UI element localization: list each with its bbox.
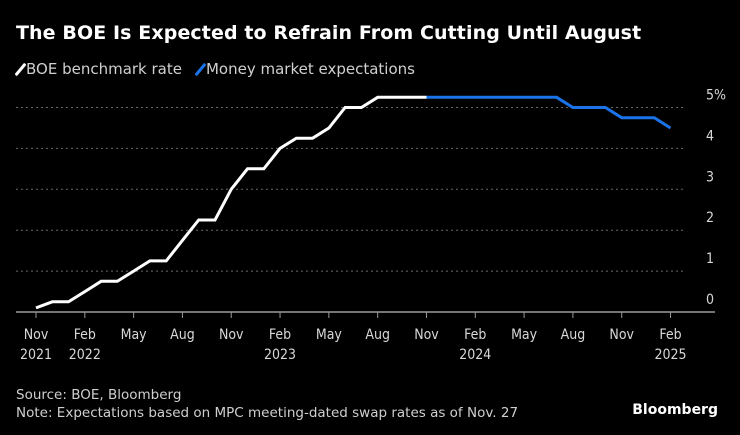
x-tick-month: Feb xyxy=(659,327,681,343)
x-tick-month: May xyxy=(511,327,538,343)
x-tick-year: 2023 xyxy=(264,347,296,363)
series-line-expectations xyxy=(426,95,672,130)
y-tick-label: 3 xyxy=(706,169,714,185)
source-note: Source: BOE, Bloomberg xyxy=(16,387,182,403)
y-tick-label: 5% xyxy=(706,88,726,104)
footer: Source: BOE, Bloomberg Note: Expectation… xyxy=(16,386,518,422)
methodology-note: Note: Expectations based on MPC meeting-… xyxy=(16,405,519,421)
y-tick-label: 2 xyxy=(706,210,714,226)
legend-label: BOE benchmark rate xyxy=(26,60,182,78)
x-tick-month: Nov xyxy=(414,327,439,343)
x-tick-year: 2024 xyxy=(459,347,491,363)
x-tick-month: May xyxy=(121,327,148,343)
x-tick-month: Nov xyxy=(24,327,49,343)
y-tick-label: 0 xyxy=(706,292,714,308)
x-tick-month: Feb xyxy=(269,327,291,343)
x-tick-month: Aug xyxy=(561,327,586,343)
bloomberg-logo: Bloomberg xyxy=(632,402,718,418)
y-tick-label: 4 xyxy=(706,128,714,144)
x-tick-year: 2022 xyxy=(69,347,101,363)
chart-title: The BOE Is Expected to Refrain From Cutt… xyxy=(16,22,642,44)
x-tick-month: Feb xyxy=(74,327,96,343)
x-tick-year: 2025 xyxy=(655,347,687,363)
x-tick-month: Aug xyxy=(365,327,390,343)
x-tick-month: Aug xyxy=(170,327,195,343)
series-line-boe-rate xyxy=(35,95,427,310)
x-tick-month: May xyxy=(316,327,343,343)
x-tick-month: Nov xyxy=(219,327,244,343)
x-tick-month: Feb xyxy=(464,327,486,343)
legend-item-boe-rate: BOE benchmark rate xyxy=(14,60,182,78)
legend-item-expectations: Money market expectations xyxy=(194,60,415,78)
y-tick-label: 1 xyxy=(706,251,714,267)
legend-label: Money market expectations xyxy=(205,60,415,78)
x-tick-year: 2021 xyxy=(20,347,52,363)
x-tick-month: Nov xyxy=(609,327,634,343)
legend: BOE benchmark rate Money market expectat… xyxy=(14,60,423,78)
